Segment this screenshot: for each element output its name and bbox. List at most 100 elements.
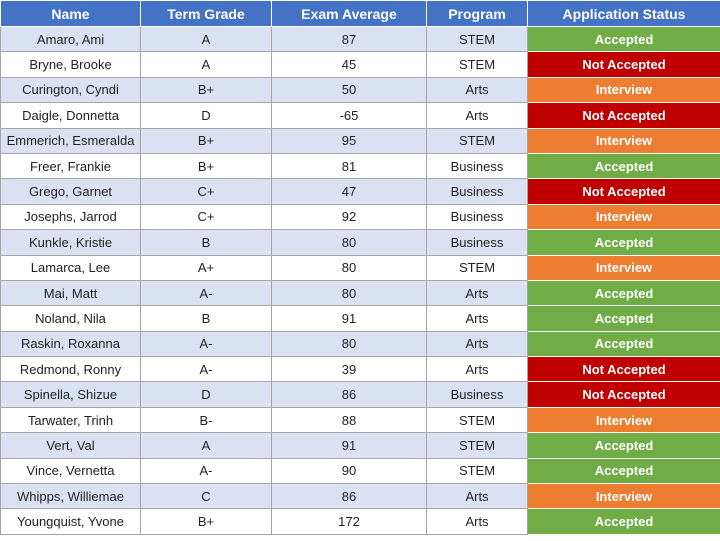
name-cell[interactable]: Whipps, Williemae xyxy=(0,483,141,510)
term-grade-cell[interactable]: B+ xyxy=(140,508,272,535)
exam-average-cell[interactable]: 91 xyxy=(271,305,427,332)
term-grade-cell[interactable]: B+ xyxy=(140,152,272,180)
header-exam-average[interactable]: Exam Average xyxy=(271,0,427,27)
name-cell[interactable]: Redmond, Ronny xyxy=(0,356,141,383)
name-cell[interactable]: Mai, Matt xyxy=(0,279,141,307)
status-cell[interactable]: Not Accepted xyxy=(527,51,720,78)
exam-average-cell[interactable]: 81 xyxy=(271,152,427,180)
program-cell[interactable]: Arts xyxy=(426,305,528,332)
name-cell[interactable]: Vert, Val xyxy=(0,432,141,459)
exam-average-cell[interactable]: 92 xyxy=(271,203,427,231)
exam-average-cell[interactable]: 172 xyxy=(271,508,427,535)
term-grade-cell[interactable]: D xyxy=(140,381,272,408)
status-cell[interactable]: Interview xyxy=(527,76,720,104)
term-grade-cell[interactable]: D xyxy=(140,102,272,129)
name-cell[interactable]: Josephs, Jarrod xyxy=(0,203,141,231)
term-grade-cell[interactable]: C+ xyxy=(140,203,272,231)
status-cell[interactable]: Not Accepted xyxy=(527,178,720,205)
term-grade-cell[interactable]: A- xyxy=(140,279,272,307)
term-grade-cell[interactable]: A+ xyxy=(140,254,272,281)
status-cell[interactable]: Accepted xyxy=(527,330,720,358)
program-cell[interactable]: Business xyxy=(426,229,528,256)
exam-average-cell[interactable]: 50 xyxy=(271,76,427,104)
name-cell[interactable]: Daigle, Donnetta xyxy=(0,102,141,129)
program-cell[interactable]: Arts xyxy=(426,76,528,104)
exam-average-cell[interactable]: 87 xyxy=(271,25,427,53)
name-cell[interactable]: Curington, Cyndi xyxy=(0,76,141,104)
status-cell[interactable]: Interview xyxy=(527,483,720,510)
term-grade-cell[interactable]: A xyxy=(140,432,272,459)
name-cell[interactable]: Freer, Frankie xyxy=(0,152,141,180)
exam-average-cell[interactable]: -65 xyxy=(271,102,427,129)
status-cell[interactable]: Not Accepted xyxy=(527,356,720,383)
name-cell[interactable]: Youngquist, Yvone xyxy=(0,508,141,535)
program-cell[interactable]: Arts xyxy=(426,102,528,129)
exam-average-cell[interactable]: 80 xyxy=(271,279,427,307)
status-cell[interactable]: Accepted xyxy=(527,25,720,53)
name-cell[interactable]: Raskin, Roxanna xyxy=(0,330,141,358)
status-cell[interactable]: Accepted xyxy=(527,457,720,485)
program-cell[interactable]: Business xyxy=(426,178,528,205)
name-cell[interactable]: Spinella, Shizue xyxy=(0,381,141,408)
term-grade-cell[interactable]: B xyxy=(140,305,272,332)
name-cell[interactable]: Grego, Garnet xyxy=(0,178,141,205)
program-cell[interactable]: Arts xyxy=(426,356,528,383)
status-cell[interactable]: Not Accepted xyxy=(527,381,720,408)
name-cell[interactable]: Emmerich, Esmeralda xyxy=(0,127,141,154)
status-cell[interactable]: Accepted xyxy=(527,229,720,256)
name-cell[interactable]: Kunkle, Kristie xyxy=(0,229,141,256)
program-cell[interactable]: STEM xyxy=(426,51,528,78)
program-cell[interactable]: Arts xyxy=(426,330,528,358)
exam-average-cell[interactable]: 45 xyxy=(271,51,427,78)
program-cell[interactable]: Arts xyxy=(426,483,528,510)
term-grade-cell[interactable]: A xyxy=(140,25,272,53)
status-cell[interactable]: Accepted xyxy=(527,508,720,535)
exam-average-cell[interactable]: 88 xyxy=(271,406,427,434)
program-cell[interactable]: Business xyxy=(426,381,528,408)
status-cell[interactable]: Interview xyxy=(527,254,720,281)
program-cell[interactable]: Arts xyxy=(426,279,528,307)
exam-average-cell[interactable]: 47 xyxy=(271,178,427,205)
name-cell[interactable]: Noland, Nila xyxy=(0,305,141,332)
term-grade-cell[interactable]: A xyxy=(140,51,272,78)
name-cell[interactable]: Tarwater, Trinh xyxy=(0,406,141,434)
exam-average-cell[interactable]: 86 xyxy=(271,381,427,408)
exam-average-cell[interactable]: 39 xyxy=(271,356,427,383)
exam-average-cell[interactable]: 80 xyxy=(271,229,427,256)
status-cell[interactable]: Interview xyxy=(527,203,720,231)
status-cell[interactable]: Accepted xyxy=(527,305,720,332)
name-cell[interactable]: Lamarca, Lee xyxy=(0,254,141,281)
name-cell[interactable]: Bryne, Brooke xyxy=(0,51,141,78)
program-cell[interactable]: STEM xyxy=(426,432,528,459)
status-cell[interactable]: Accepted xyxy=(527,152,720,180)
term-grade-cell[interactable]: A- xyxy=(140,356,272,383)
exam-average-cell[interactable]: 80 xyxy=(271,330,427,358)
term-grade-cell[interactable]: B+ xyxy=(140,127,272,154)
exam-average-cell[interactable]: 95 xyxy=(271,127,427,154)
exam-average-cell[interactable]: 90 xyxy=(271,457,427,485)
program-cell[interactable]: Business xyxy=(426,152,528,180)
program-cell[interactable]: STEM xyxy=(426,25,528,53)
term-grade-cell[interactable]: C+ xyxy=(140,178,272,205)
term-grade-cell[interactable]: B xyxy=(140,229,272,256)
status-cell[interactable]: Not Accepted xyxy=(527,102,720,129)
name-cell[interactable]: Vince, Vernetta xyxy=(0,457,141,485)
name-cell[interactable]: Amaro, Ami xyxy=(0,25,141,53)
program-cell[interactable]: STEM xyxy=(426,406,528,434)
header-program[interactable]: Program xyxy=(426,0,528,27)
header-application-status[interactable]: Application Status xyxy=(527,0,720,27)
term-grade-cell[interactable]: B+ xyxy=(140,76,272,104)
status-cell[interactable]: Interview xyxy=(527,127,720,154)
header-term-grade[interactable]: Term Grade xyxy=(140,0,272,27)
program-cell[interactable]: Arts xyxy=(426,508,528,535)
program-cell[interactable]: STEM xyxy=(426,457,528,485)
exam-average-cell[interactable]: 91 xyxy=(271,432,427,459)
header-name[interactable]: Name xyxy=(0,0,141,27)
term-grade-cell[interactable]: C xyxy=(140,483,272,510)
term-grade-cell[interactable]: A- xyxy=(140,330,272,358)
status-cell[interactable]: Interview xyxy=(527,406,720,434)
term-grade-cell[interactable]: A- xyxy=(140,457,272,485)
exam-average-cell[interactable]: 86 xyxy=(271,483,427,510)
program-cell[interactable]: Business xyxy=(426,203,528,231)
exam-average-cell[interactable]: 80 xyxy=(271,254,427,281)
